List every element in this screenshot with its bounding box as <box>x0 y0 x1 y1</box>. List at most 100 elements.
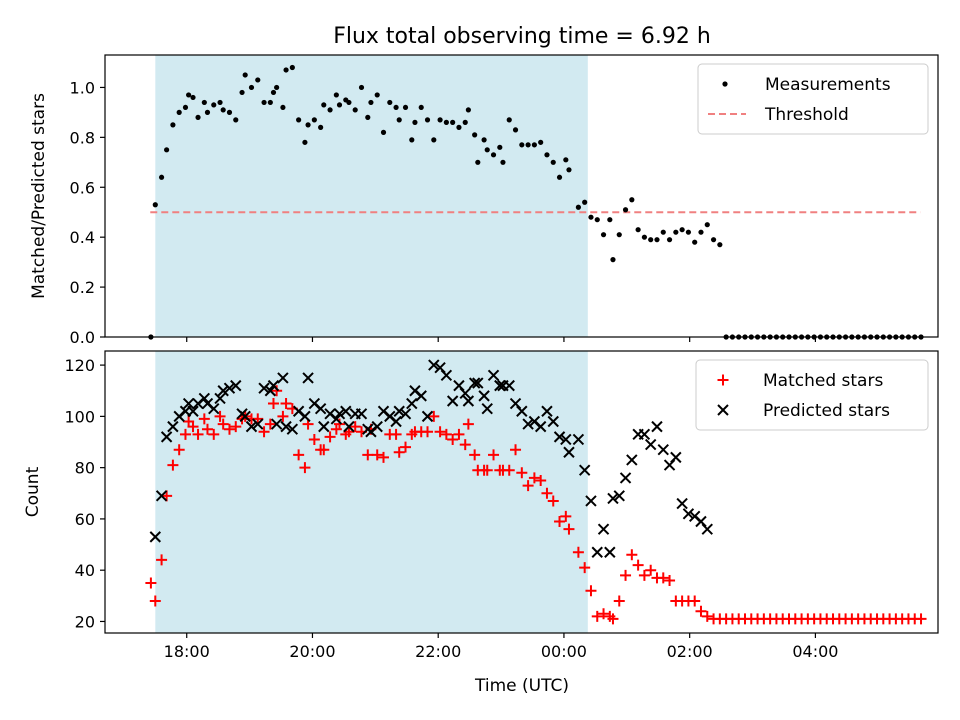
data-point <box>371 449 383 461</box>
data-point <box>469 449 481 461</box>
data-point <box>578 464 591 476</box>
data-point <box>390 428 402 440</box>
data-point <box>475 159 481 165</box>
data-point <box>387 99 393 106</box>
data-point <box>556 174 563 180</box>
shaded-interval <box>155 55 588 337</box>
data-point <box>450 119 456 125</box>
data-point <box>167 459 179 471</box>
data-point <box>160 431 173 443</box>
data-point <box>378 451 390 463</box>
y-tick-label: 0.4 <box>70 228 95 247</box>
data-point <box>164 147 170 153</box>
data-point <box>179 428 191 440</box>
data-point <box>211 102 217 108</box>
x-tick-label: 20:00 <box>289 642 335 661</box>
data-point <box>431 137 437 143</box>
data-point <box>560 433 572 446</box>
data-point <box>330 413 343 425</box>
data-point <box>145 577 157 589</box>
data-point <box>484 147 490 153</box>
series-measurements <box>148 64 924 340</box>
data-point <box>242 72 248 78</box>
axes-frame <box>104 350 939 634</box>
data-point <box>682 508 695 520</box>
y-tick-label: 80 <box>75 459 95 478</box>
data-point <box>368 99 374 106</box>
data-point <box>155 490 168 502</box>
x-tick-label: 22:00 <box>415 642 461 661</box>
data-point <box>158 174 165 180</box>
shaded-interval <box>155 351 588 633</box>
data-point <box>428 410 440 422</box>
data-point <box>481 137 487 143</box>
data-point <box>915 613 927 625</box>
data-point <box>217 385 229 397</box>
data-point <box>355 408 368 420</box>
data-point <box>651 420 663 433</box>
data-point <box>280 104 286 111</box>
data-point <box>594 217 600 223</box>
data-point <box>208 402 220 415</box>
series-matched-stars <box>145 385 927 625</box>
data-point <box>481 464 493 476</box>
data-point <box>198 392 211 405</box>
data-point <box>465 107 471 113</box>
data-point <box>201 423 213 435</box>
data-point <box>299 462 311 474</box>
data-point <box>547 415 559 428</box>
data-point <box>488 449 500 461</box>
data-point <box>538 139 544 145</box>
data-point <box>588 214 594 220</box>
data-point <box>156 554 168 566</box>
data-point <box>510 444 522 456</box>
data-point <box>673 229 679 235</box>
data-point <box>274 84 280 91</box>
data-point <box>182 104 189 111</box>
data-point <box>340 405 352 417</box>
data-point <box>239 89 245 96</box>
data-point <box>459 439 471 451</box>
data-point <box>462 418 474 430</box>
data-point <box>512 127 519 133</box>
data-point <box>428 359 440 371</box>
data-point <box>443 119 449 125</box>
data-point <box>591 546 603 558</box>
data-point <box>195 114 201 120</box>
data-point <box>220 107 226 113</box>
data-point <box>264 418 276 430</box>
data-point <box>638 428 651 441</box>
data-point <box>660 229 666 235</box>
data-point <box>494 379 506 392</box>
data-point <box>239 410 251 423</box>
data-point <box>607 217 613 223</box>
data-point <box>645 564 657 576</box>
data-point <box>503 464 515 476</box>
data-point <box>541 487 553 499</box>
data-point <box>186 92 192 98</box>
x-tick-label: 00:00 <box>541 642 587 661</box>
data-point <box>318 124 324 130</box>
data-point <box>264 385 277 397</box>
data-point <box>487 369 500 382</box>
legend-box <box>695 359 929 431</box>
data-point <box>525 142 531 148</box>
data-point <box>167 420 179 433</box>
data-point <box>572 546 584 558</box>
legend-box <box>697 63 929 135</box>
data-point <box>380 129 387 135</box>
data-point <box>472 377 484 389</box>
data-point <box>393 405 405 417</box>
legend-label: Measurements <box>765 75 891 95</box>
data-point <box>516 405 528 417</box>
data-point <box>481 402 493 415</box>
data-point <box>352 107 358 113</box>
data-point <box>371 420 383 433</box>
panel-top: 0.0 0.2 0.4 0.6 0.8 1.0 Matched/Predicted star… <box>29 54 939 347</box>
data-point <box>245 420 258 433</box>
data-point <box>666 237 673 243</box>
chart-title: Flux total observing time = 6.92 h <box>333 24 711 49</box>
data-point <box>277 410 289 422</box>
data-point <box>270 418 283 430</box>
